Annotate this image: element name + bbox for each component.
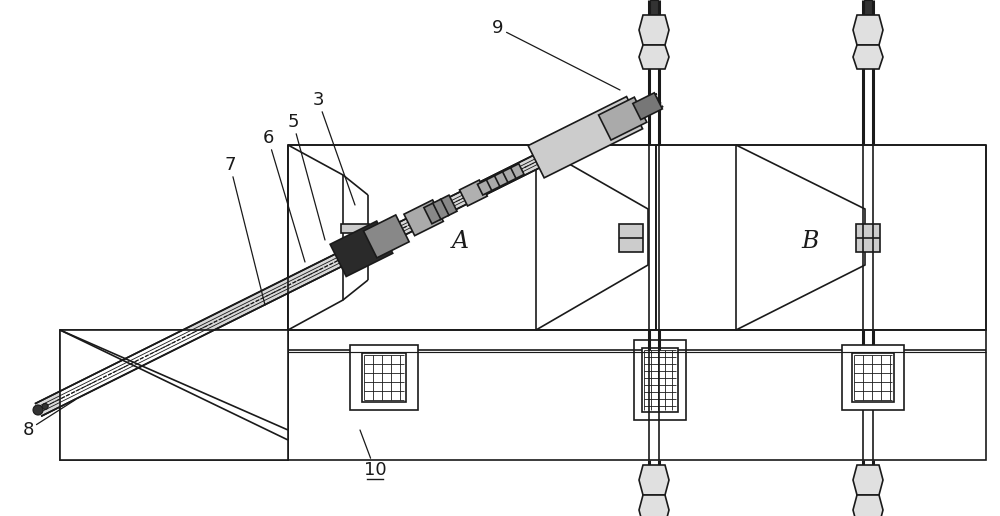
Polygon shape — [440, 195, 457, 216]
Text: 10: 10 — [360, 430, 386, 479]
Bar — [341, 243, 369, 251]
Text: 8: 8 — [22, 400, 75, 439]
Bar — [350, 345, 418, 410]
Polygon shape — [633, 93, 662, 120]
Bar — [634, 340, 686, 420]
Polygon shape — [650, 0, 658, 15]
Bar — [341, 223, 369, 233]
Polygon shape — [486, 176, 500, 191]
Circle shape — [33, 405, 43, 415]
Polygon shape — [528, 96, 643, 178]
Bar — [642, 348, 678, 412]
Text: 9: 9 — [492, 19, 620, 90]
Polygon shape — [477, 180, 492, 195]
Polygon shape — [853, 45, 883, 69]
Polygon shape — [864, 0, 872, 15]
Polygon shape — [853, 495, 883, 516]
Polygon shape — [288, 145, 343, 330]
Circle shape — [42, 404, 48, 409]
Bar — [288, 330, 986, 460]
Polygon shape — [639, 45, 669, 69]
Bar — [288, 145, 656, 330]
Polygon shape — [494, 172, 508, 187]
Text: 7: 7 — [224, 156, 265, 305]
Polygon shape — [432, 199, 449, 220]
Polygon shape — [330, 221, 393, 277]
Polygon shape — [35, 94, 663, 416]
Text: 3: 3 — [312, 91, 355, 205]
Polygon shape — [599, 97, 647, 140]
Text: A: A — [452, 231, 468, 253]
Bar — [856, 223, 880, 251]
Polygon shape — [639, 495, 669, 516]
Polygon shape — [639, 15, 669, 45]
Polygon shape — [510, 164, 524, 179]
Polygon shape — [404, 200, 443, 236]
Polygon shape — [536, 145, 648, 330]
Polygon shape — [502, 168, 516, 183]
Text: 6: 6 — [262, 129, 305, 262]
Polygon shape — [364, 215, 409, 258]
Bar — [842, 345, 904, 410]
Text: 5: 5 — [287, 113, 325, 240]
Polygon shape — [460, 180, 487, 206]
Bar — [362, 353, 406, 402]
Bar — [619, 223, 643, 251]
Polygon shape — [639, 465, 669, 495]
Bar — [656, 145, 986, 330]
Polygon shape — [424, 203, 441, 224]
Polygon shape — [853, 465, 883, 495]
Bar — [852, 353, 894, 402]
Polygon shape — [736, 145, 865, 330]
Text: B: B — [801, 231, 819, 253]
Polygon shape — [853, 15, 883, 45]
Polygon shape — [60, 330, 288, 460]
Polygon shape — [60, 330, 288, 460]
